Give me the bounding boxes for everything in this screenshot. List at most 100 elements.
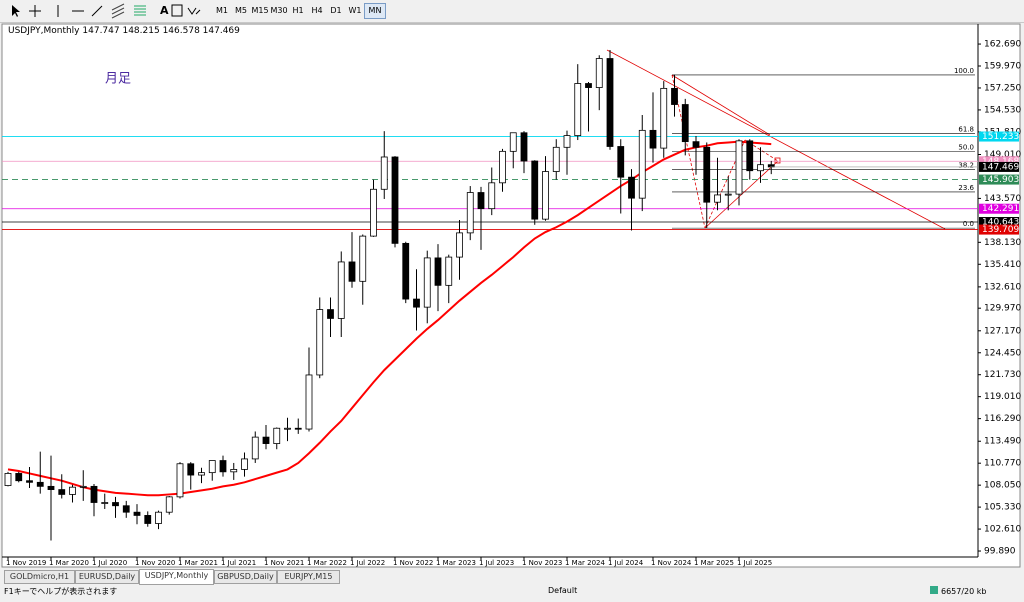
candle-body [649, 129, 657, 149]
price-label-bg [979, 131, 1019, 142]
candle-body [273, 427, 281, 444]
y-tick-label: 149.010 [984, 150, 1021, 160]
x-tick-label: 1 Jul 2022 [350, 559, 385, 567]
candle-body [466, 192, 474, 234]
text-icon[interactable]: A [160, 4, 169, 17]
candle-body [155, 511, 162, 524]
candle-body [90, 485, 98, 503]
status-profile: Default [548, 586, 578, 595]
candle-body [671, 87, 678, 105]
y-tick-label: 113.490 [984, 437, 1021, 447]
timeframe-button[interactable]: MN [364, 3, 386, 19]
candle-body [552, 146, 560, 172]
candle-body [757, 164, 764, 172]
candle-body [542, 171, 549, 220]
price-label: 140.643 [982, 218, 1019, 228]
anchor [774, 157, 781, 164]
candle-body [348, 261, 356, 282]
x-tick-label: 1 Mar 2024 [565, 559, 605, 567]
timeframe-button[interactable]: D1 [330, 6, 342, 15]
price-label: 139.709 [982, 225, 1019, 235]
candle-body [606, 58, 614, 147]
candle-body [305, 374, 313, 430]
bid-label: 147.469 [982, 162, 1019, 172]
price-label-bg [979, 156, 1019, 167]
fib-label: 50.0 [958, 144, 974, 152]
y-tick-label: 105.330 [984, 503, 1021, 513]
candle-body [445, 256, 453, 286]
candle-body [477, 192, 485, 210]
timeframe-button[interactable]: M1 [216, 6, 228, 15]
candle-body [499, 150, 506, 184]
trendline [671, 74, 771, 136]
chart-tab[interactable]: EURJPY,M15 [277, 570, 340, 584]
price-label: 148.168 [982, 157, 1019, 167]
toolbar-icons: A [12, 3, 201, 19]
candle-body [251, 436, 259, 460]
candle-body [509, 132, 517, 152]
y-tick-label: 127.170 [984, 326, 1021, 336]
y-tick-label: 108.050 [984, 481, 1021, 491]
x-tick-label: 1 Jul 2024 [608, 559, 644, 567]
candle-body [15, 473, 23, 482]
chart-tab[interactable]: GOLDmicro,H1 [4, 570, 75, 584]
x-tick-label: 1 Jul 2025 [737, 559, 772, 567]
candle-body [735, 140, 743, 195]
x-tick-label: 1 Nov 2023 [522, 559, 562, 567]
crosshair-icon[interactable] [29, 5, 41, 17]
timeframe-button[interactable]: M30 [270, 6, 288, 15]
y-tick-label: 154.530 [984, 105, 1021, 115]
chart-tab[interactable]: USDJPY,Monthly [139, 569, 214, 585]
channel-icon[interactable] [111, 3, 125, 19]
candle-body [370, 188, 377, 237]
candle-body [165, 496, 173, 513]
fib-label: 61.8 [958, 125, 974, 133]
label-icon[interactable] [171, 4, 183, 17]
candle-body [219, 460, 227, 473]
x-tick-label: 1 Mar 2023 [436, 559, 476, 567]
fib-label: 0.0 [963, 220, 974, 228]
candle-body [4, 473, 12, 486]
candle-body [563, 135, 571, 148]
timeframe-button[interactable]: H4 [311, 6, 323, 15]
x-tick-label: 1 Nov 2019 [6, 559, 46, 567]
candle-body [746, 140, 754, 172]
candle-body [585, 83, 592, 88]
x-tick-label: 1 Nov 2022 [393, 559, 433, 567]
timeframe-button[interactable]: M5 [235, 6, 247, 15]
chart-tab[interactable]: EURUSD,Daily [75, 570, 139, 584]
candle-body [391, 156, 399, 244]
y-tick-label: 129.970 [984, 304, 1021, 314]
y-tick-label: 110.770 [984, 459, 1021, 469]
arrows-icon[interactable] [187, 7, 201, 15]
fibo-icon[interactable] [134, 5, 146, 16]
candle-body [144, 515, 152, 524]
candle-body [488, 182, 496, 210]
timeframe-button[interactable]: M15 [251, 6, 269, 15]
candle-body [122, 505, 130, 513]
price-label-bg [979, 224, 1019, 235]
y-tick-label: 121.730 [984, 370, 1021, 380]
trendline-icon[interactable] [91, 5, 103, 17]
timeframe-button[interactable]: H1 [292, 6, 304, 15]
status-traffic: 6657/20 kb [930, 586, 987, 596]
x-tick-label: 1 Mar 2022 [307, 559, 347, 567]
x-tick-label: 1 Jul 2020 [92, 559, 127, 567]
candle-body [294, 427, 302, 430]
candle-body [58, 489, 66, 495]
candle-body [413, 298, 420, 308]
cursor-icon[interactable] [12, 5, 20, 17]
timeframe-button[interactable]: W1 [348, 6, 362, 15]
chart-tab[interactable]: GBPUSD,Daily [214, 570, 277, 584]
y-tick-label: 135.410 [984, 260, 1021, 270]
candle-body [681, 104, 689, 143]
candle-body [380, 156, 388, 190]
candle-body [456, 232, 463, 258]
price-label-bg [979, 174, 1019, 185]
x-tick-label: 1 Nov 2024 [651, 559, 692, 567]
status-help: F1キーでヘルプが表示されます [4, 587, 118, 596]
y-tick-label: 119.010 [984, 392, 1021, 402]
y-tick-label: 143.570 [984, 194, 1021, 204]
candle-body [112, 502, 119, 507]
